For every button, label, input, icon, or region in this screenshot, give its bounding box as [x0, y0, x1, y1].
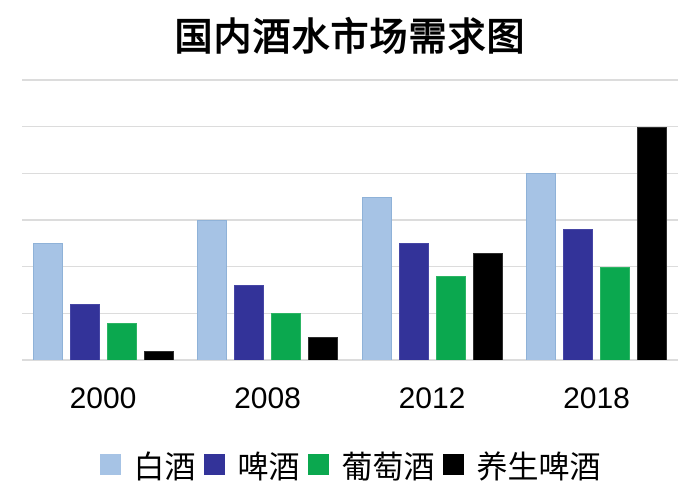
x-axis-label-2018: 2018 — [563, 382, 630, 415]
bar-putaojiu-2008 — [271, 313, 301, 360]
legend: 白酒 啤酒 葡萄酒 养生啤酒 — [0, 442, 700, 487]
gridline — [22, 265, 678, 268]
bar-group-2000 — [32, 243, 174, 360]
bar-yangsheng-pijiu-2012 — [472, 252, 503, 360]
legend-label-yangsheng-pijiu: 养生啤酒 — [476, 450, 601, 486]
bar-group-2018 — [526, 126, 667, 360]
legend-label-baijiu: 白酒 — [133, 450, 196, 486]
bar-putaojiu-2018 — [600, 266, 630, 360]
x-axis-baseline — [22, 359, 678, 361]
gridline — [22, 312, 678, 315]
bar-putaojiu-2012 — [435, 276, 466, 360]
gridline — [22, 219, 678, 221]
bar-pijiu-2008 — [234, 285, 264, 360]
x-axis-label-2008: 2008 — [234, 382, 301, 415]
bar-pijiu-2018 — [563, 229, 593, 360]
x-axis-label-2012: 2012 — [398, 382, 466, 415]
gridline — [22, 125, 678, 128]
legend-swatch-baijiu — [99, 454, 121, 475]
legend-swatch-putaojiu — [307, 454, 329, 475]
bar-yangsheng-pijiu-2000 — [143, 350, 174, 360]
legend-item-putaojiu: 葡萄酒 — [307, 442, 435, 487]
legend-swatch-pijiu — [203, 454, 225, 475]
bar-pijiu-2000 — [69, 304, 100, 360]
legend-swatch-yangsheng-pijiu — [442, 454, 464, 475]
bar-group-2008 — [197, 220, 338, 360]
bar-baijiu-2000 — [32, 243, 63, 360]
legend-item-pijiu: 啤酒 — [203, 442, 300, 487]
gridline — [22, 79, 678, 81]
legend-item-yangsheng-pijiu: 养生啤酒 — [442, 442, 601, 487]
gridline — [22, 172, 678, 175]
legend-label-putaojiu: 葡萄酒 — [341, 450, 435, 486]
bar-yangsheng-pijiu-2008 — [308, 336, 338, 360]
x-axis-label-2000: 2000 — [69, 382, 137, 415]
legend-label-pijiu: 啤酒 — [237, 450, 300, 486]
bar-putaojiu-2000 — [106, 322, 137, 360]
legend-item-baijiu: 白酒 — [99, 442, 196, 487]
bar-baijiu-2012 — [361, 196, 392, 360]
bar-group-2012 — [361, 196, 503, 360]
bar-pijiu-2012 — [398, 243, 429, 360]
plot-area — [22, 79, 678, 361]
bar-baijiu-2008 — [197, 220, 227, 360]
bar-yangsheng-pijiu-2018 — [637, 126, 667, 360]
bar-baijiu-2018 — [526, 173, 556, 360]
chart-title: 国内酒水市场需求图 — [174, 14, 526, 59]
